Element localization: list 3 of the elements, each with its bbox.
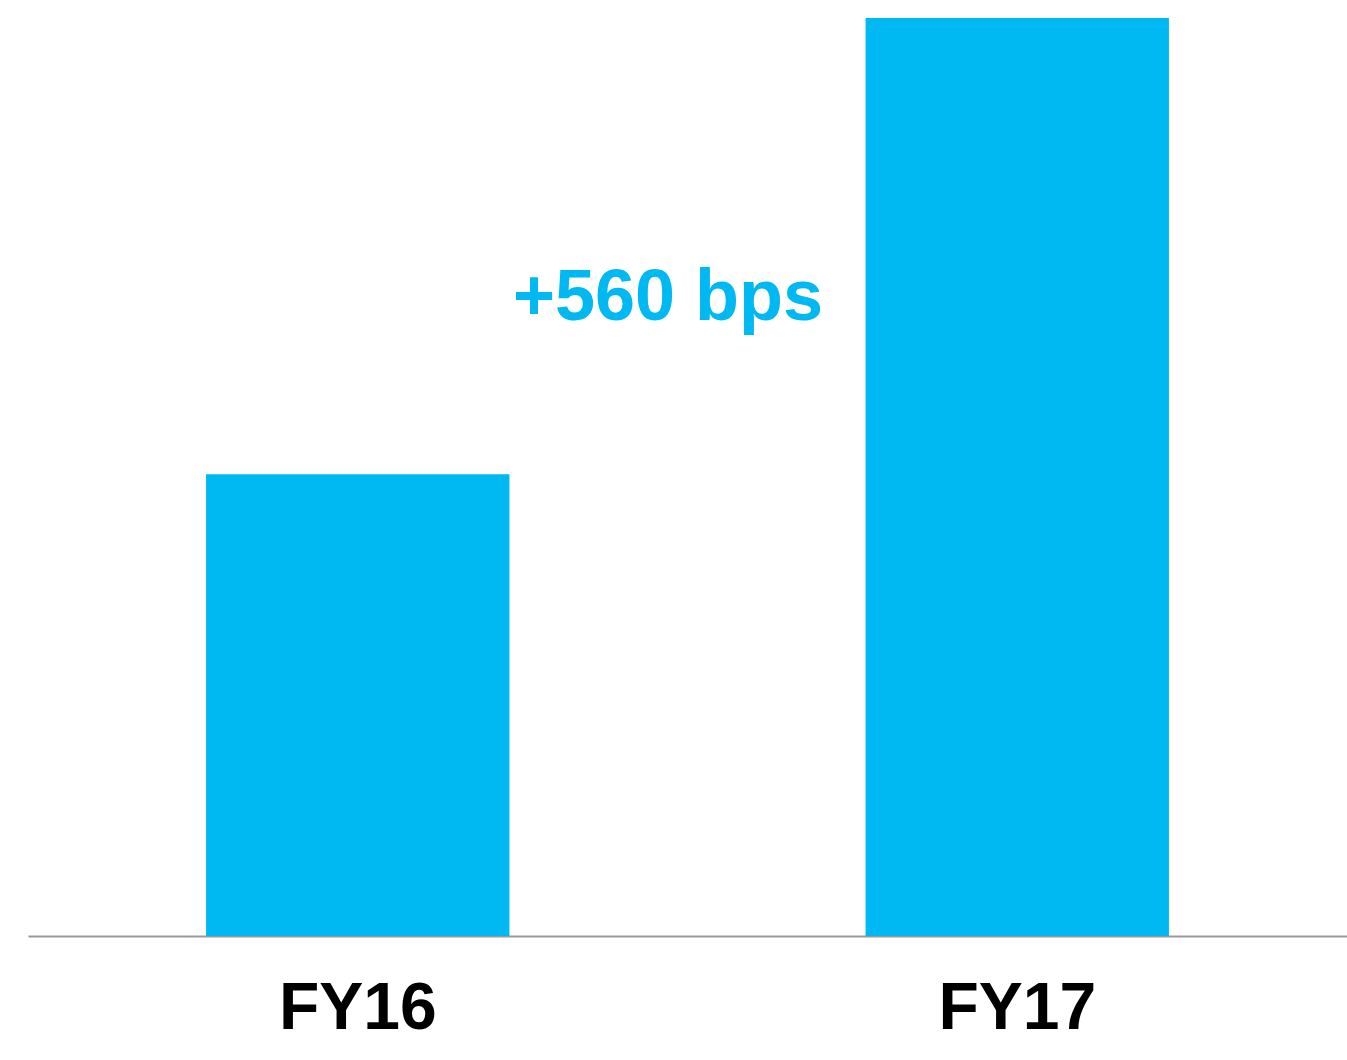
annotation: +560 bps: [512, 255, 824, 335]
x-tick-label: FY17: [938, 968, 1097, 1043]
x-tick-label: FY16: [278, 968, 437, 1043]
